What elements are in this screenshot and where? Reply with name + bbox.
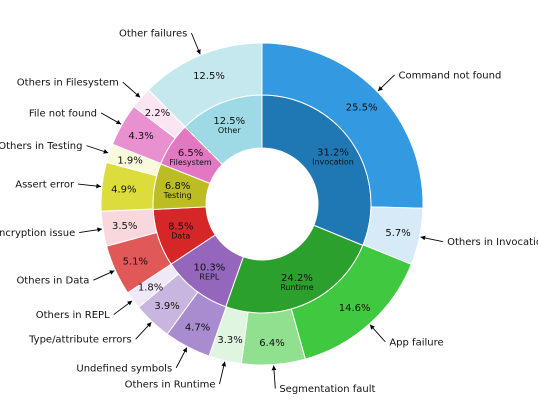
donut-hole	[206, 148, 318, 260]
inner-label-filesystem: Filesystem	[169, 158, 212, 167]
outer-pct-file-not-found: 4.3%	[128, 131, 153, 142]
inner-label-data: Data	[171, 232, 190, 241]
inner-label-testing: Testing	[163, 191, 192, 200]
inner-pct-repl: 10.3%	[193, 262, 225, 273]
outer-label-other-failures: Other failures	[119, 28, 187, 39]
label-arrowhead-others-in-data	[109, 270, 115, 275]
outer-pct-undefined-symbols: 4.7%	[185, 323, 210, 334]
inner-pct-testing: 6.8%	[165, 181, 190, 192]
inner-label-repl: REPL	[199, 272, 219, 281]
label-arrowhead-assert-error	[96, 183, 101, 189]
outer-pct-command-not-found: 25.5%	[346, 103, 378, 114]
outer-pct-others-in-filesystem: 2.2%	[145, 108, 170, 119]
outer-label-others-in-filesystem: Others in Filesystem	[17, 78, 119, 89]
outer-pct-type-attribute-errors: 3.9%	[154, 301, 179, 312]
label-arrowhead-command-not-found	[378, 86, 383, 91]
outer-label-others-in-repl: Others in REPL	[36, 310, 110, 321]
outer-pct-encryption-issue: 3.5%	[112, 221, 137, 232]
inner-pct-runtime: 24.2%	[281, 273, 313, 284]
label-arrowhead-other-failures	[196, 49, 201, 55]
outer-pct-others-in-runtime: 3.3%	[217, 335, 242, 346]
inner-pct-invocation: 31.2%	[317, 147, 349, 158]
label-arrowhead-others-in-runtime	[221, 361, 227, 367]
label-arrowhead-others-in-invocation	[420, 235, 426, 241]
outer-label-others-in-runtime: Others in Runtime	[125, 380, 216, 391]
label-arrowhead-others-in-repl	[127, 300, 133, 306]
inner-pct-other: 12.5%	[213, 116, 245, 127]
outer-pct-assert-error: 4.9%	[111, 185, 136, 196]
outer-pct-segmentation-fault: 6.4%	[259, 338, 284, 349]
outer-pct-others-in-testing: 1.9%	[117, 156, 142, 167]
inner-label-invocation: Invocation	[312, 157, 354, 166]
outer-label-others-in-invocation: Others in Invocation	[447, 237, 538, 248]
outer-label-others-in-data: Others in Data	[16, 276, 89, 287]
outer-pct-others-in-invocation: 5.7%	[385, 228, 410, 239]
outer-pct-others-in-repl: 1.8%	[138, 283, 163, 294]
outer-label-segmentation-fault: Segmentation fault	[279, 384, 375, 395]
outer-label-app-failure: App failure	[389, 337, 443, 348]
inner-label-other: Other	[218, 126, 241, 135]
inner-pct-data: 8.5%	[168, 222, 193, 233]
label-arrowhead-others-in-testing	[103, 149, 109, 154]
outer-label-others-in-testing: Others in Testing	[0, 141, 82, 152]
outer-pct-others-in-data: 5.1%	[123, 257, 148, 268]
outer-pct-other-failures: 12.5%	[193, 71, 225, 82]
inner-pct-filesystem: 6.5%	[178, 148, 203, 159]
outer-pct-app-failure: 14.6%	[339, 303, 371, 314]
label-arrowhead-type-attribute-errors	[146, 322, 152, 328]
outer-slice-other-failures	[147, 42, 263, 128]
label-arrowhead-encryption-issue	[97, 227, 102, 233]
label-arrowhead-others-in-filesystem	[135, 92, 141, 98]
outer-label-assert-error: Assert error	[15, 180, 75, 191]
label-arrowhead-file-not-found	[115, 119, 122, 125]
outer-label-encryption-issue: Encryption issue	[0, 228, 75, 239]
inner-label-runtime: Runtime	[280, 283, 313, 292]
outer-label-undefined-symbols: Undefined symbols	[76, 363, 172, 374]
label-arrowhead-app-failure	[370, 324, 375, 330]
outer-label-command-not-found: Command not found	[399, 70, 502, 81]
outer-label-type-attribute-errors: Type/attribute errors	[28, 335, 132, 346]
label-arrowhead-undefined-symbols	[182, 347, 187, 353]
label-arrowhead-segmentation-fault	[271, 365, 277, 371]
outer-label-file-not-found: File not found	[29, 108, 97, 119]
